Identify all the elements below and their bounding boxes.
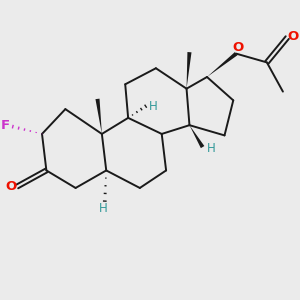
Text: O: O [6,180,17,193]
Text: H: H [206,142,215,155]
Polygon shape [190,125,204,148]
Polygon shape [207,52,238,77]
Text: H: H [99,202,108,215]
Text: O: O [287,30,299,43]
Text: F: F [1,119,10,132]
Polygon shape [95,99,102,134]
Text: O: O [232,41,243,54]
Text: H: H [148,100,157,113]
Polygon shape [187,52,191,89]
